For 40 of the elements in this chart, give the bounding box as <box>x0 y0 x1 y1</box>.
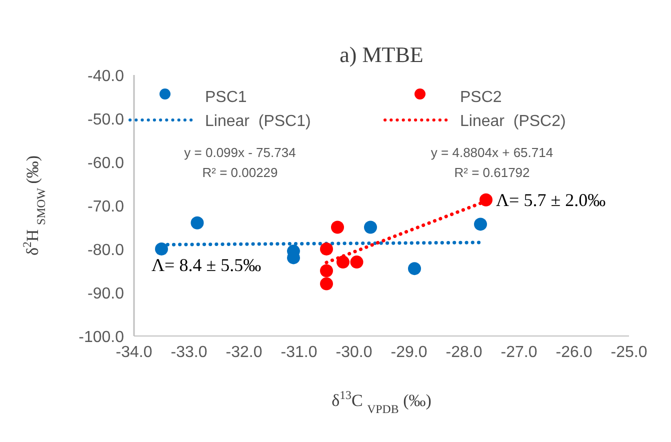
annotation: R² = 0.00229 <box>202 165 278 180</box>
point <box>190 216 204 230</box>
legend-label: PSC2 <box>460 89 502 106</box>
annotation: R² = 0.61792 <box>454 165 530 180</box>
annotation: y = 4.8804x + 65.714 <box>430 145 554 160</box>
annotation: y = 0.099x - 75.734 <box>184 145 296 160</box>
point <box>155 242 168 256</box>
legend-label: Linear (PSC1) <box>205 113 311 130</box>
y-tick-label: -100.0 <box>78 329 124 346</box>
x-tick-label: -30.0 <box>336 344 372 361</box>
x-tick-label: -26.0 <box>556 344 592 361</box>
x-tick-label: -25.0 <box>610 344 648 361</box>
x-tick-label: -28.0 <box>446 344 482 361</box>
point <box>364 220 377 234</box>
y-tick-label: -40.0 <box>88 68 124 85</box>
legend-label: Linear (PSC2) <box>460 113 566 130</box>
point <box>320 242 333 256</box>
y-tick-label: -50.0 <box>88 112 124 128</box>
x-tick-label: -27.0 <box>500 344 538 361</box>
annotation: Λ= 5.7 ± 2.0‰ <box>496 190 606 210</box>
point <box>408 262 421 276</box>
x-tick-label: -31.0 <box>280 344 318 361</box>
x-tick-label: -29.0 <box>390 344 428 361</box>
point <box>320 264 333 278</box>
point <box>350 256 364 269</box>
x-axis-title: δ$^{13}$C $_{VPDB}$ (‰) <box>332 388 432 416</box>
point <box>320 277 333 290</box>
y-tick-label: -70.0 <box>88 198 124 216</box>
x-tick-label: -32.0 <box>226 344 262 361</box>
legend-label: PSC1 <box>205 89 247 106</box>
y-tick-label: -60.0 <box>88 155 124 172</box>
y-tick-label: -80.0 <box>88 242 124 259</box>
x-tick-label: -34.0 <box>116 344 152 361</box>
chart-title: a) MTBE <box>340 42 424 67</box>
point <box>331 220 344 234</box>
point <box>474 218 487 231</box>
annotation: Λ= 8.4 ± 5.5‰ <box>152 255 262 275</box>
point <box>336 256 350 269</box>
x-tick-label: -33.0 <box>170 344 208 361</box>
y-tick-label: -90.0 <box>88 286 124 302</box>
